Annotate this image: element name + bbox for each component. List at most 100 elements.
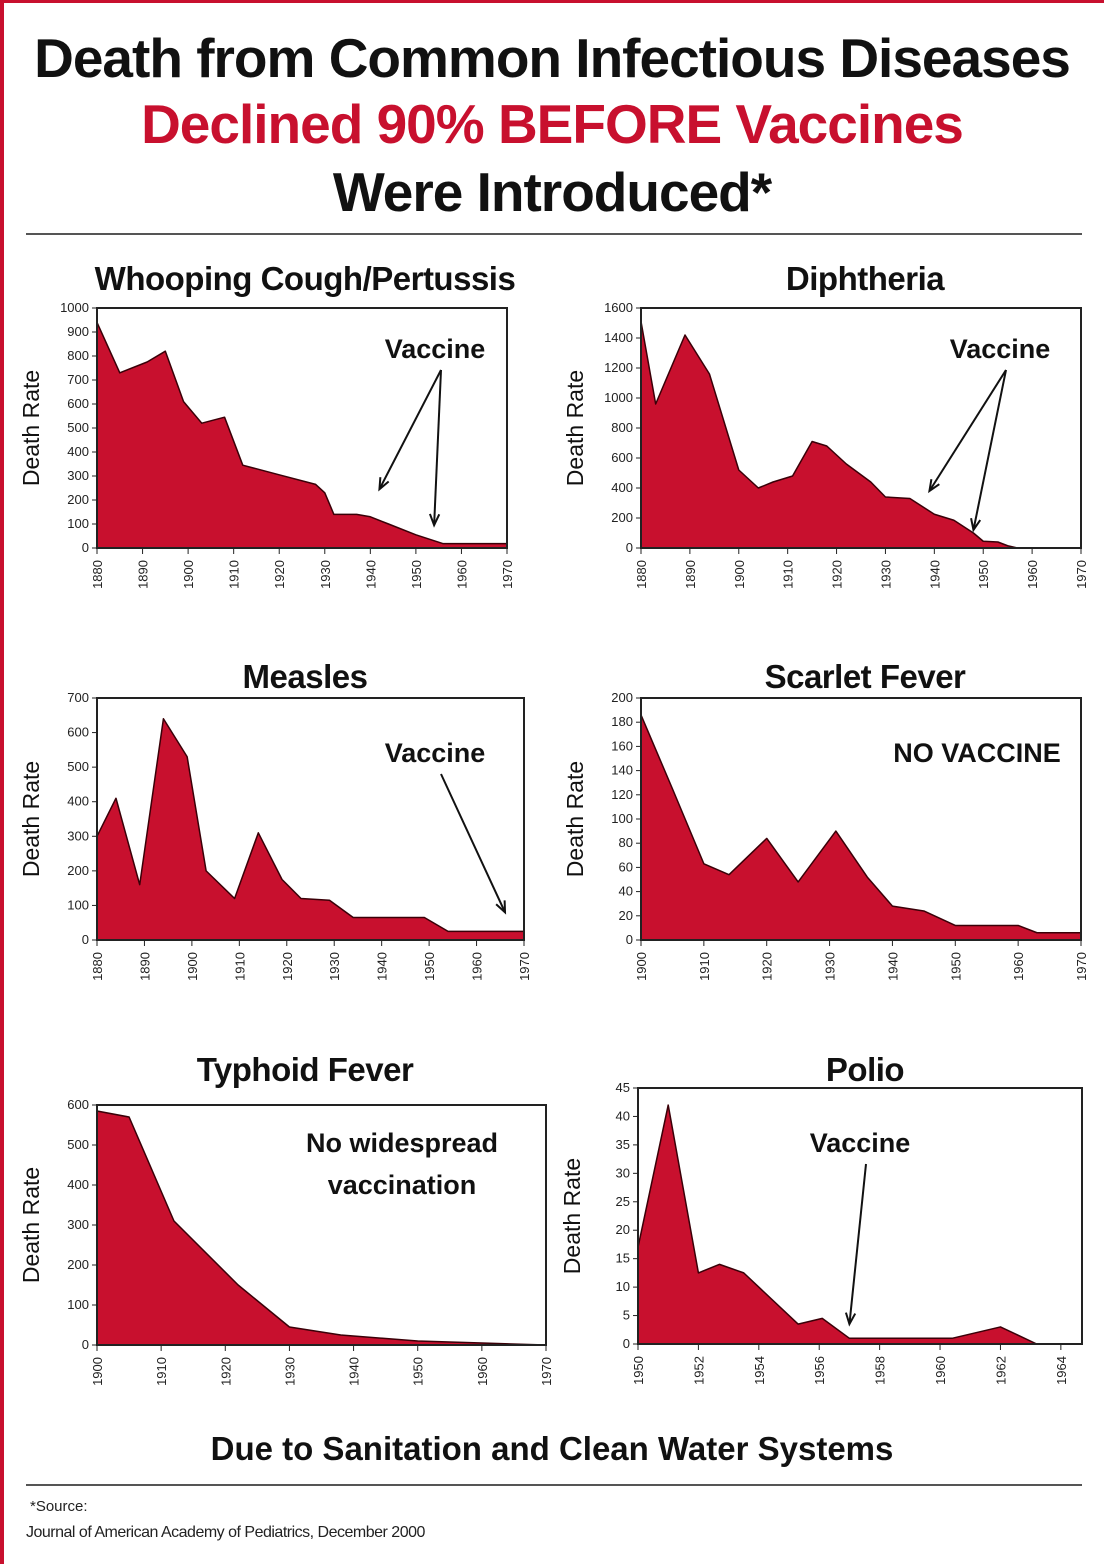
x-tick-label: 1930 [318,560,333,589]
x-tick-label: 1920 [218,1357,233,1386]
x-tick-label: 1950 [948,952,963,981]
x-tick-label: 1900 [181,560,196,589]
y-axis-label: Death Rate [562,370,588,486]
x-tick-label: 1900 [732,560,747,589]
y-tick-label: 15 [616,1251,630,1266]
data-area [96,321,508,549]
annotation-arrowhead [928,478,940,494]
y-tick-label: 1000 [604,390,633,405]
y-tick-label: 60 [619,859,633,874]
y-tick-label: 20 [616,1222,630,1237]
y-axis-label: Death Rate [559,1158,585,1274]
y-tick-label: 140 [611,763,633,778]
x-tick-label: 1910 [232,952,247,981]
y-tick-label: 100 [67,1297,89,1312]
x-tick-label: 1940 [885,952,900,981]
y-tick-label: 200 [67,492,89,507]
y-axis-label: Death Rate [18,1167,44,1283]
divider-bottom [26,1484,1082,1486]
chart-title-polio: Polio [825,1051,905,1088]
x-tick-label: 1880 [90,560,105,589]
y-tick-label: 0 [623,1336,630,1351]
y-tick-label: 800 [611,420,633,435]
y-tick-label: 1000 [60,300,89,315]
y-tick-label: 200 [67,863,89,878]
chart-title-measles: Measles [242,658,368,695]
source-label: *Source: [30,1498,88,1515]
data-area [640,714,1082,941]
plot-frame [637,1087,1083,1345]
y-tick-label: 160 [611,738,633,753]
y-tick-label: 800 [67,348,89,363]
x-tick-label: 1940 [375,952,390,981]
annotation-arrow [848,1163,867,1325]
x-tick-label: 1900 [185,952,200,981]
annotation-arrowhead [844,1312,857,1327]
y-tick-label: 35 [616,1137,630,1152]
x-tick-label: 1964 [1054,1356,1069,1385]
x-tick-label: 1970 [500,560,515,589]
x-tick-label: 1970 [1074,560,1089,589]
y-tick-label: 0 [82,932,89,947]
y-tick-label: 500 [67,420,89,435]
y-tick-label: 40 [616,1108,630,1123]
y-tick-label: 400 [67,444,89,459]
x-tick-label: 1920 [760,952,775,981]
data-area [96,1110,547,1346]
x-tick-label: 1890 [683,560,698,589]
y-tick-label: 100 [67,516,89,531]
y-tick-label: 25 [616,1194,630,1209]
x-tick-label: 1958 [873,1356,888,1385]
x-tick-label: 1940 [363,560,378,589]
annotation-arrow [928,369,1007,492]
x-tick-label: 1954 [752,1356,767,1385]
y-tick-label: 45 [616,1080,630,1095]
y-tick-label: 1400 [604,330,633,345]
y-tick-label: 1200 [604,360,633,375]
x-tick-label: 1960 [1011,952,1026,981]
y-axis-label: Death Rate [18,370,44,486]
y-tick-label: 600 [67,1097,89,1112]
y-tick-label: 5 [623,1308,630,1323]
x-tick-label: 1880 [634,560,649,589]
annotation-arrowhead [495,900,507,915]
y-tick-label: 300 [67,468,89,483]
x-tick-label: 1910 [781,560,796,589]
y-tick-label: 200 [611,690,633,705]
x-tick-label: 1930 [327,952,342,981]
annotation-arrow [378,369,442,490]
x-tick-label: 1950 [976,560,991,589]
y-tick-label: 300 [67,1217,89,1232]
x-tick-label: 1952 [691,1356,706,1385]
x-tick-label: 1950 [631,1356,646,1385]
x-tick-label: 1970 [1074,952,1089,981]
annotation-arrow [440,773,506,913]
y-tick-label: 80 [619,835,633,850]
y-axis-label: Death Rate [18,761,44,877]
x-tick-label: 1910 [227,560,242,589]
x-tick-label: 1920 [280,952,295,981]
y-tick-label: 400 [67,1177,89,1192]
y-tick-label: 600 [67,725,89,740]
annotation-arrow [433,369,442,526]
data-area [637,1104,1083,1345]
x-tick-label: 1930 [823,952,838,981]
y-tick-label: 180 [611,714,633,729]
data-area [96,717,525,941]
y-tick-label: 120 [611,787,633,802]
x-tick-label: 1930 [282,1357,297,1386]
y-tick-label: 10 [616,1279,630,1294]
y-tick-label: 600 [67,396,89,411]
x-tick-label: 1962 [993,1356,1008,1385]
chart-title-pertussis: Whooping Cough/Pertussis [94,260,516,297]
x-tick-label: 1950 [409,560,424,589]
annotation-arrowhead [378,477,390,492]
y-tick-label: 400 [67,794,89,809]
y-tick-label: 30 [616,1165,630,1180]
annotation-label: No widespread [306,1128,498,1158]
x-tick-label: 1910 [154,1357,169,1386]
